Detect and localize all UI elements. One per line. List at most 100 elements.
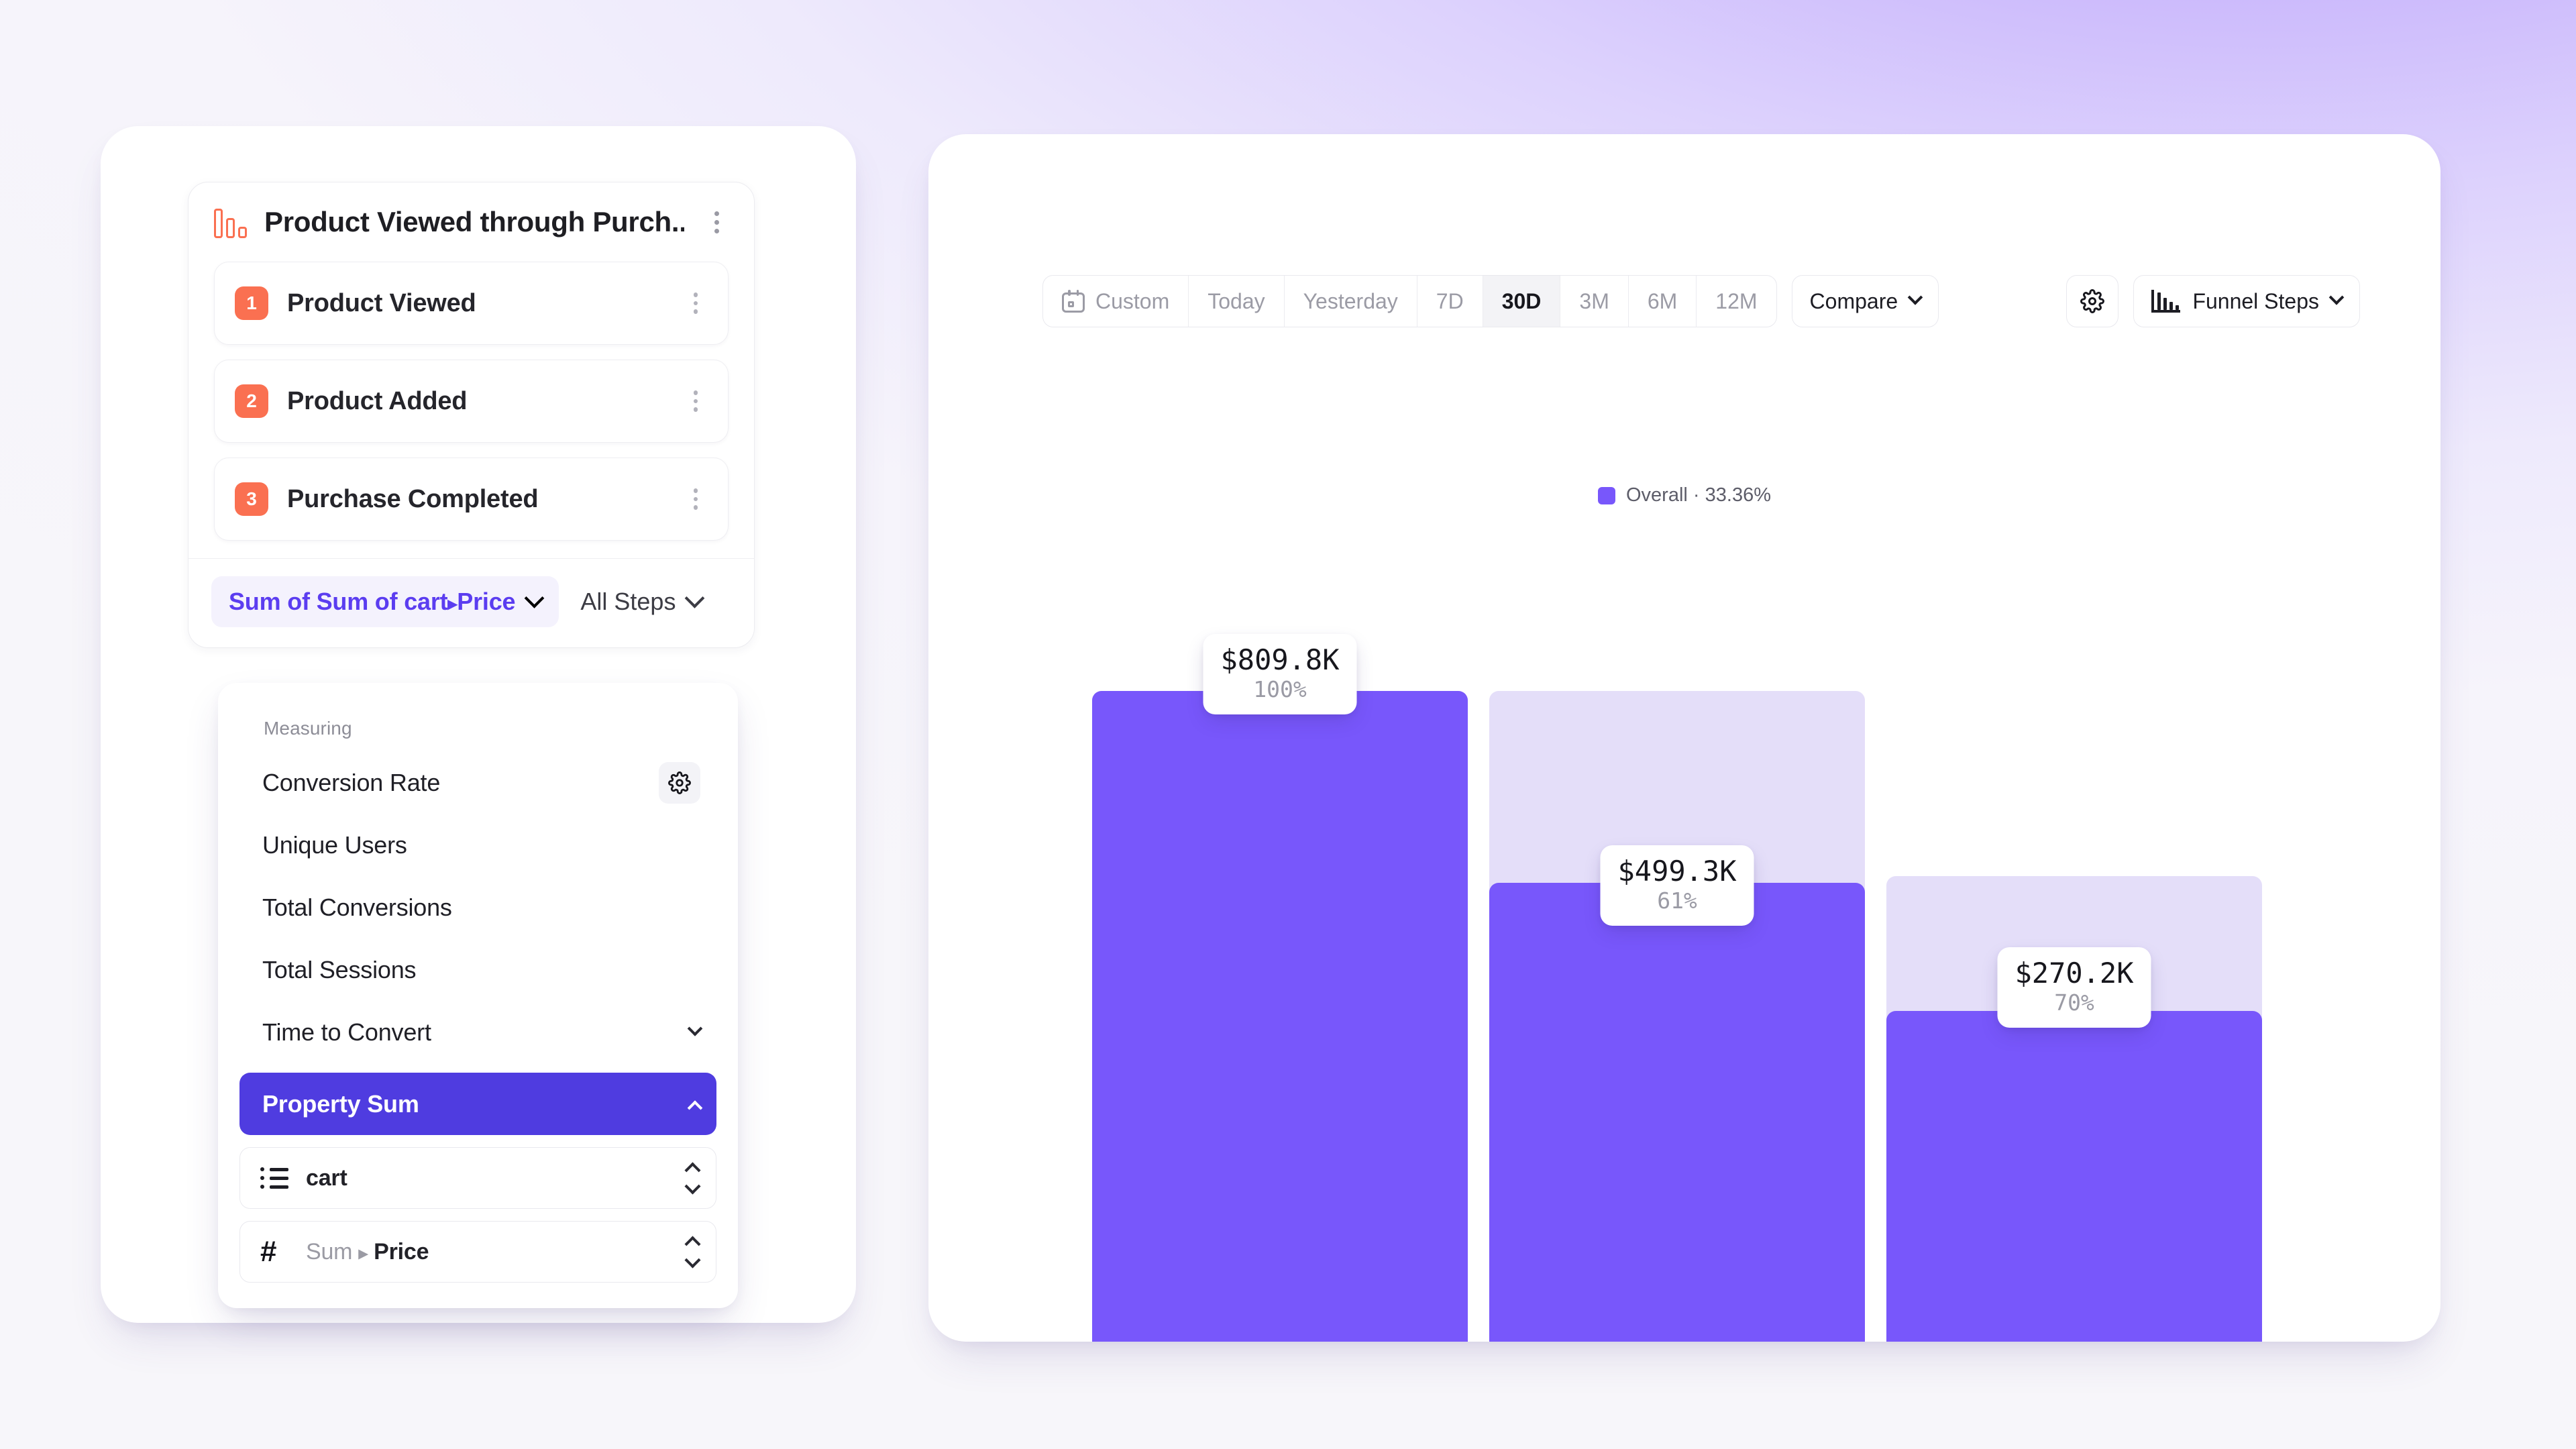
chevron-down-icon [685, 588, 705, 608]
bar-value-label: $499.3K [1617, 854, 1737, 888]
metric-suffix: Price [457, 588, 516, 615]
chevron-up-icon [687, 1099, 703, 1116]
bar-column[interactable]: $270.2K 70% [1886, 876, 2262, 1342]
funnel-step-row[interactable]: 3 Purchase Completed [214, 458, 729, 541]
funnel-builder: Product Viewed through Purch... 1 Produc… [188, 182, 755, 648]
date-range-label: Yesterday [1303, 288, 1398, 313]
funnel-bar-chart: $809.8K 100% $499.3K 61% $270.2K 70% [928, 134, 2440, 1342]
dropdown-item-property-sum[interactable]: Property Sum [239, 1073, 716, 1135]
dropdown-item-label: Total Sessions [262, 955, 417, 983]
bar-value-tooltip: $270.2K 70% [1997, 947, 2151, 1028]
gear-icon [2080, 289, 2105, 313]
property-field-separator-icon: ▸ [358, 1242, 368, 1263]
chart-view-button[interactable]: Funnel Steps [2133, 275, 2360, 327]
property-field-select[interactable]: # Sum ▸ Price [239, 1221, 716, 1283]
date-range-12m[interactable]: 12M [1697, 276, 1776, 327]
legend-swatch [1598, 486, 1615, 504]
date-range-6m[interactable]: 6M [1629, 276, 1697, 327]
property-object-select[interactable]: cart [239, 1147, 716, 1209]
funnel-step-row[interactable]: 2 Product Added [214, 360, 729, 443]
chart-settings-button[interactable] [2066, 275, 2119, 327]
bar-fill [1489, 883, 1865, 1342]
calendar-icon [1062, 290, 1085, 313]
bar-value-label: $270.2K [2015, 956, 2134, 989]
dropdown-item-label: Property Sum [262, 1089, 419, 1118]
dropdown-item-total-conversions[interactable]: Total Conversions [239, 876, 716, 938]
property-field-name: Price [374, 1238, 429, 1265]
date-range-selector: Custom Today Yesterday 7D 30D 3M 6M 12M [1042, 275, 1777, 327]
bar-percent-label: 70% [2054, 989, 2094, 1016]
funnel-menu-button[interactable] [702, 203, 731, 241]
dropdown-item-time-to-convert[interactable]: Time to Convert [239, 1001, 716, 1063]
chart-legend: Overall · 33.36% [928, 484, 2440, 506]
bar-percent-label: 61% [1657, 888, 1697, 914]
funnel-step-row[interactable]: 1 Product Viewed [214, 262, 729, 345]
metric-dropdown-menu: Measuring Conversion Rate Unique Users T… [218, 683, 738, 1308]
list-icon [260, 1167, 288, 1189]
bar-fill [1092, 691, 1468, 1342]
step-menu-button[interactable] [681, 382, 710, 420]
property-field-aggregation: Sum [306, 1238, 353, 1265]
gear-icon[interactable] [659, 761, 700, 804]
date-range-label: 6M [1647, 288, 1678, 313]
dropdown-item-unique-users[interactable]: Unique Users [239, 814, 716, 876]
bar-chart-icon [2151, 290, 2181, 313]
metric-separator-icon: ▸ [447, 593, 458, 614]
step-label: Product Added [287, 386, 468, 415]
dropdown-item-label: Unique Users [262, 830, 407, 859]
date-range-label: 3M [1579, 288, 1609, 313]
step-number-badge: 3 [235, 482, 268, 516]
bar-percent-label: 100% [1253, 676, 1307, 703]
builder-divider [189, 558, 754, 559]
date-range-3m[interactable]: 3M [1560, 276, 1629, 327]
metric-prefix: Sum of Sum of cart [229, 588, 448, 615]
step-menu-button[interactable] [681, 480, 710, 518]
funnel-header: Product Viewed through Purch... [189, 182, 754, 262]
date-range-today[interactable]: Today [1189, 276, 1285, 327]
date-range-label: Custom [1095, 288, 1170, 313]
step-number-badge: 2 [235, 384, 268, 418]
chart-toolbar: Custom Today Yesterday 7D 30D 3M 6M 12M [1042, 275, 2360, 327]
stepper-updown-icon[interactable] [684, 1235, 701, 1269]
bar-value-tooltip: $809.8K 100% [1203, 633, 1357, 714]
hash-icon: # [260, 1235, 277, 1268]
funnel-chart-panel: Custom Today Yesterday 7D 30D 3M 6M 12M [928, 134, 2440, 1342]
bar-value-label: $809.8K [1220, 643, 1340, 676]
stepper-updown-icon[interactable] [684, 1161, 701, 1195]
property-object-value: cart [306, 1165, 347, 1191]
funnel-title: Product Viewed through Purch... [264, 206, 684, 237]
property-field-value: Sum ▸ Price [306, 1239, 669, 1265]
bar-column[interactable]: $809.8K 100% [1092, 633, 1468, 1342]
dropdown-item-total-sessions[interactable]: Total Sessions [239, 938, 716, 1001]
dropdown-item-label: Time to Convert [262, 1018, 431, 1046]
dropdown-item-label: Conversion Rate [262, 768, 441, 796]
date-range-yesterday[interactable]: Yesterday [1285, 276, 1417, 327]
steps-scope-chip[interactable]: All Steps [566, 576, 716, 627]
metric-selector-chip[interactable]: Sum of Sum of cart▸Price [211, 576, 559, 627]
bar-fill [1886, 1011, 2262, 1342]
chevron-down-icon [687, 1020, 703, 1036]
date-range-label: 30D [1501, 288, 1542, 313]
compare-button-label: Compare [1809, 288, 1898, 313]
date-range-label: 12M [1715, 288, 1758, 313]
date-range-custom[interactable]: Custom [1043, 276, 1189, 327]
funnel-step-list: 1 Product Viewed 2 Product Added 3 Purch… [189, 262, 754, 553]
date-range-label: 7D [1436, 288, 1464, 313]
steps-scope-label: All Steps [580, 588, 676, 615]
legend-label: Overall · 33.36% [1626, 484, 1771, 506]
bar-value-tooltip: $499.3K 61% [1600, 845, 1754, 926]
dropdown-item-conversion-rate[interactable]: Conversion Rate [239, 751, 716, 814]
step-label: Product Viewed [287, 288, 476, 317]
funnel-metric-bar: Sum of Sum of cart▸Price All Steps [189, 559, 754, 647]
date-range-7d[interactable]: 7D [1417, 276, 1483, 327]
funnel-bar-chart-icon [214, 206, 247, 238]
chart-view-label: Funnel Steps [2192, 288, 2319, 313]
date-range-label: Today [1208, 288, 1265, 313]
date-range-30d[interactable]: 30D [1483, 276, 1561, 327]
dropdown-item-label: Total Conversions [262, 893, 452, 921]
dropdown-group-label: Measuring [264, 718, 352, 739]
step-number-badge: 1 [235, 286, 268, 320]
step-menu-button[interactable] [681, 284, 710, 322]
compare-button[interactable]: Compare [1791, 275, 1939, 327]
bar-column[interactable]: $499.3K 61% [1489, 691, 1865, 1342]
